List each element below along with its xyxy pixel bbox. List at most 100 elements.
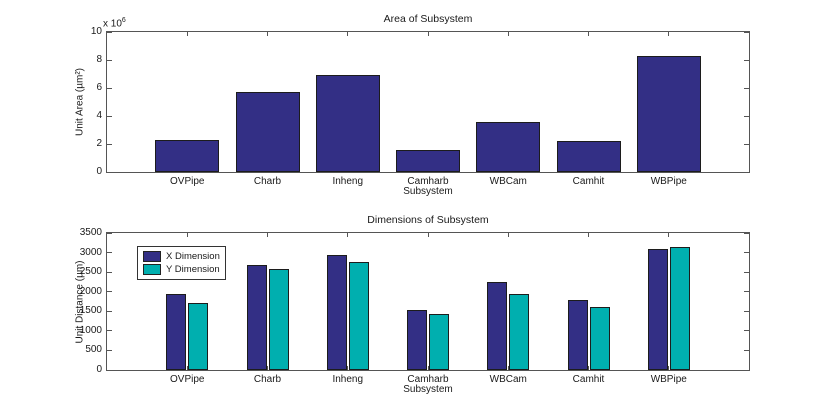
bar-camharb xyxy=(396,149,460,172)
bar-wbpipe xyxy=(636,55,701,172)
y-tick-label: 2 xyxy=(96,138,102,149)
x-tick-mark xyxy=(347,366,349,370)
y-tick-mark xyxy=(107,330,112,332)
y-tick-mark xyxy=(744,349,749,351)
y-axis-exponent-label: x 106 xyxy=(103,17,126,30)
y-tick-mark xyxy=(744,291,749,293)
legend-label-y-dimension: Y Dimension xyxy=(166,264,220,275)
bar-wbcam-x xyxy=(487,281,508,370)
y-tick-mark xyxy=(744,271,749,273)
y-tick-label: 1000 xyxy=(79,324,102,336)
area-plot-box xyxy=(106,31,750,173)
x-tick-mark xyxy=(347,32,349,36)
x-tick-mark xyxy=(186,32,188,36)
y-tick-label: 3500 xyxy=(79,227,102,238)
x-tick-mark xyxy=(588,366,589,370)
dimensions-chart-title: Dimensions of Subsystem xyxy=(367,214,489,226)
y-tick-label: 8 xyxy=(96,54,102,65)
x-tick-label: OVPipe xyxy=(170,176,205,187)
x-tick-label: WBPipe xyxy=(650,176,687,187)
y-tick-mark xyxy=(107,349,112,351)
x-tick-mark xyxy=(588,233,589,237)
x-tick-label: Camharb xyxy=(407,176,449,187)
bar-inheng xyxy=(315,75,380,172)
area-y-axis-label: Unit Area (µm²) xyxy=(74,68,86,136)
y-tick-mark xyxy=(744,87,749,89)
y-tick-mark xyxy=(744,252,749,254)
y-tick-label: 0 xyxy=(96,364,102,375)
y-tick-label: 1500 xyxy=(79,305,102,317)
bar-camharb-x xyxy=(407,309,427,370)
legend: X Dimension Y Dimension xyxy=(137,246,226,280)
x-tick-mark xyxy=(588,32,589,36)
legend-entry-x-dimension: X Dimension xyxy=(143,250,220,263)
bar-inheng-x xyxy=(326,254,347,370)
legend-entry-y-dimension: Y Dimension xyxy=(143,263,220,276)
y-tick-mark xyxy=(107,291,112,293)
y-tick-mark xyxy=(744,59,749,61)
y-tick-label: 6 xyxy=(96,82,102,93)
legend-label-x-dimension: X Dimension xyxy=(166,251,220,262)
bar-ovpipe-x xyxy=(166,293,187,370)
y-tick-label: 4 xyxy=(96,110,102,121)
x-tick-label: Inheng xyxy=(332,176,364,187)
y-tick-label: 2500 xyxy=(79,266,102,278)
x-tick-mark xyxy=(427,32,429,36)
bar-wbpipe-y xyxy=(669,246,690,370)
y-tick-label: 500 xyxy=(85,344,102,356)
x-tick-label: Camhit xyxy=(572,176,605,187)
bar-wbpipe-x xyxy=(647,249,668,370)
y-tick-mark xyxy=(107,31,112,33)
y-tick-mark xyxy=(107,143,112,145)
y-tick-mark xyxy=(744,232,749,234)
legend-swatch-x-dimension xyxy=(143,251,161,262)
x-tick-mark xyxy=(668,366,670,370)
x-tick-mark xyxy=(186,233,188,237)
x-tick-mark xyxy=(347,233,349,237)
area-chart-title: Area of Subsystem xyxy=(383,13,473,25)
x-tick-mark xyxy=(507,32,509,36)
x-tick-mark xyxy=(267,233,268,237)
y-tick-mark xyxy=(107,171,112,173)
y-tick-label: 10 xyxy=(90,26,102,37)
dimensions-x-axis-label: Subsystem xyxy=(403,384,453,395)
y-tick-mark xyxy=(744,115,749,117)
x-tick-label: Charb xyxy=(253,176,282,187)
y-tick-mark xyxy=(107,59,112,61)
x-tick-mark xyxy=(267,366,268,370)
y-tick-mark xyxy=(107,252,112,254)
y-tick-mark xyxy=(107,271,112,273)
area-x-axis-label: Subsystem xyxy=(403,186,453,197)
bar-charb-y xyxy=(268,269,289,370)
y-tick-mark xyxy=(744,310,749,312)
bar-camharb-y xyxy=(429,314,449,370)
y-tick-label: 3000 xyxy=(79,246,102,258)
y-tick-mark xyxy=(744,369,749,371)
bar-camhit xyxy=(556,140,621,172)
y-tick-mark xyxy=(107,115,112,117)
x-tick-label: Charb xyxy=(253,374,282,385)
bar-ovpipe xyxy=(155,139,220,172)
bar-camhit-x xyxy=(567,299,588,370)
y-tick-mark xyxy=(744,171,749,173)
y-tick-mark xyxy=(744,143,749,145)
bar-charb xyxy=(235,91,300,172)
bar-wbcam xyxy=(476,122,541,172)
x-tick-mark xyxy=(427,233,429,237)
y-tick-label: 2000 xyxy=(79,285,102,297)
y-tick-label: 0 xyxy=(96,166,102,177)
x-tick-mark xyxy=(186,366,188,370)
bar-charb-x xyxy=(246,265,267,370)
x-tick-label: OVPipe xyxy=(170,374,205,385)
y-tick-mark xyxy=(107,369,112,371)
y-tick-mark xyxy=(107,87,112,89)
legend-swatch-y-dimension xyxy=(143,264,161,275)
x-tick-mark xyxy=(427,366,429,370)
x-tick-label: Camhit xyxy=(572,374,605,385)
x-tick-mark xyxy=(668,32,670,36)
bar-wbcam-y xyxy=(509,293,530,370)
x-tick-label: WBCam xyxy=(489,176,527,187)
bar-camhit-y xyxy=(589,307,610,370)
bar-inheng-y xyxy=(348,261,369,370)
